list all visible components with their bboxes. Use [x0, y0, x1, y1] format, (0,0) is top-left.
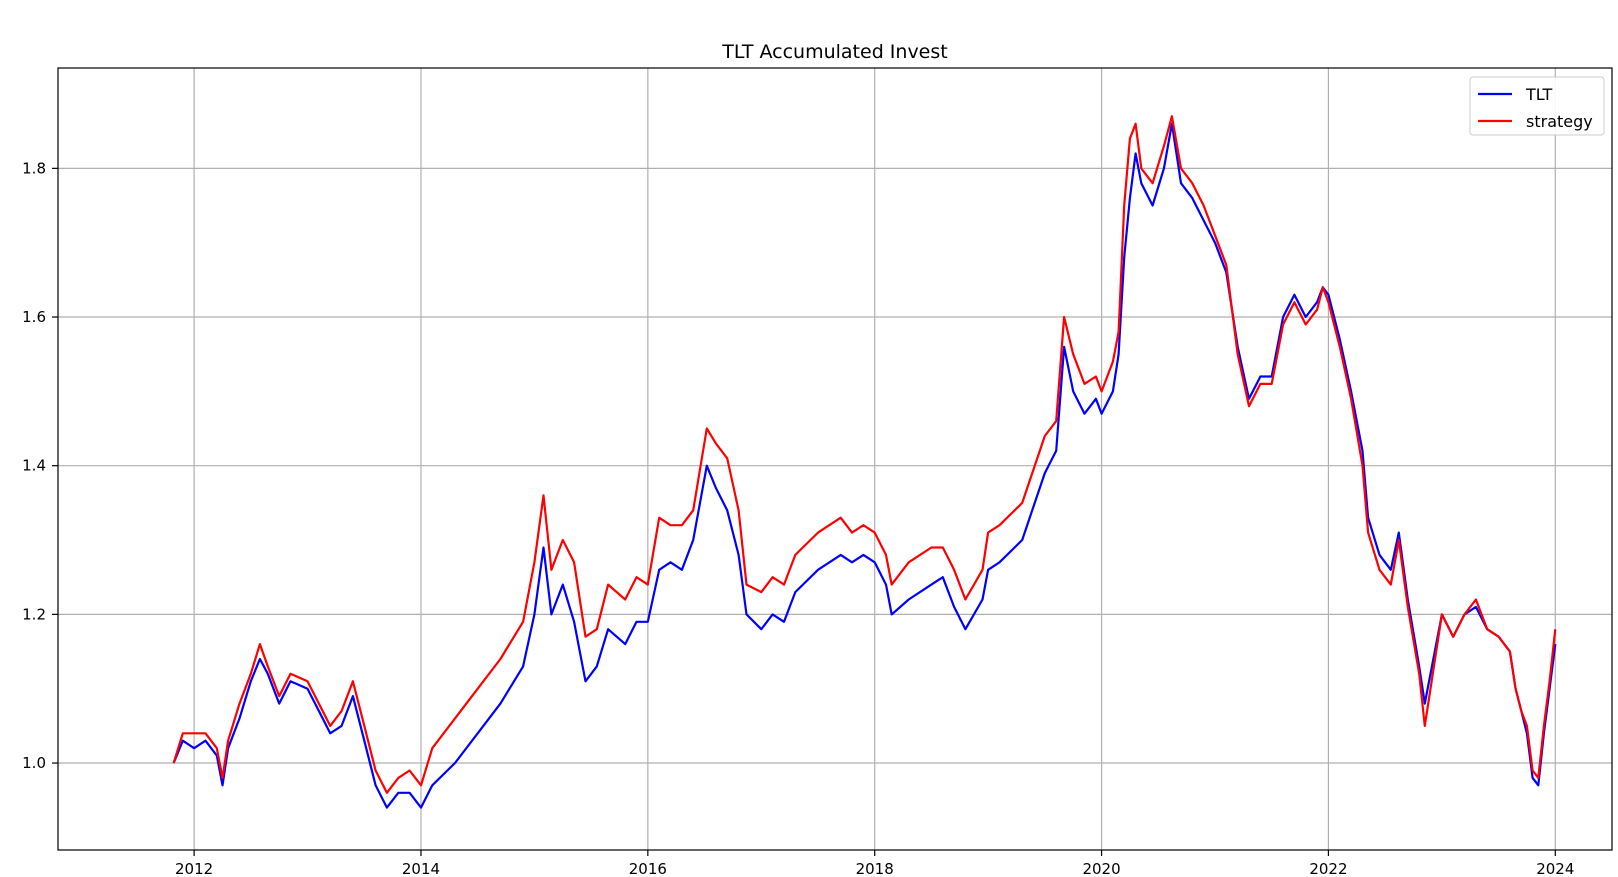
legend-label-strategy: strategy	[1526, 112, 1593, 131]
plot-frame	[57, 67, 1613, 851]
y-tick-label: 1.6	[22, 308, 46, 326]
series-layer	[172, 115, 1557, 809]
grid	[58, 68, 1612, 850]
x-tick-label: 2018	[856, 860, 894, 877]
x-tick-label: 2020	[1082, 860, 1120, 877]
y-tick-label: 1.0	[22, 754, 46, 772]
legend: TLT strategy	[1469, 76, 1605, 136]
x-axis: 2012 2014 2016 2018 2020 2022 2024	[175, 850, 1574, 877]
x-tick-label: 2022	[1309, 860, 1347, 877]
y-tick-label: 1.4	[22, 457, 46, 475]
legend-label-tlt: TLT	[1525, 85, 1552, 104]
y-tick-label: 1.2	[22, 605, 46, 623]
x-tick-label: 2016	[629, 860, 667, 877]
series-line-strategy	[172, 115, 1557, 794]
series-line-tlt	[172, 122, 1557, 809]
x-tick-label: 2024	[1536, 860, 1574, 877]
y-axis: 1.0 1.2 1.4 1.6 1.8	[22, 159, 58, 772]
y-tick-label: 1.8	[22, 159, 46, 177]
x-tick-label: 2014	[402, 860, 440, 877]
x-tick-label: 2012	[175, 860, 213, 877]
chart-title: TLT Accumulated Invest	[721, 41, 947, 63]
